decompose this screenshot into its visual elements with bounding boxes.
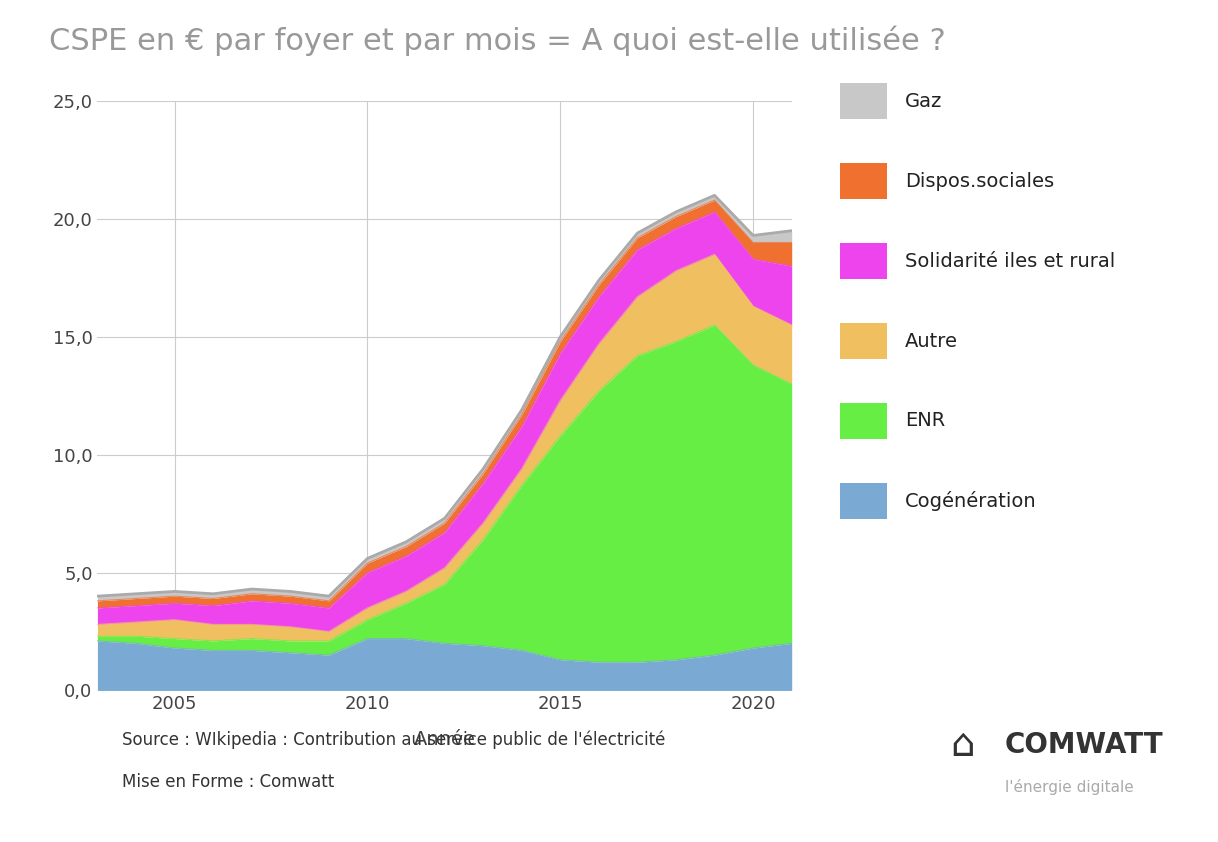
Text: l'énergie digitale: l'énergie digitale [1005, 779, 1134, 796]
Text: Source : WIkipedia : Contribution au service public de l'électricité: Source : WIkipedia : Contribution au ser… [122, 731, 665, 749]
Text: Dispos.sociales: Dispos.sociales [905, 172, 1054, 190]
Text: Cogénération: Cogénération [905, 491, 1037, 511]
Text: COMWATT: COMWATT [1005, 731, 1163, 759]
Text: Autre: Autre [905, 332, 959, 350]
Text: CSPE en € par foyer et par mois = A quoi est-elle utilisée ?: CSPE en € par foyer et par mois = A quoi… [49, 25, 945, 56]
X-axis label: Année: Année [414, 730, 475, 749]
Text: ⌂: ⌂ [950, 726, 974, 765]
Text: Mise en Forme : Comwatt: Mise en Forme : Comwatt [122, 773, 334, 791]
Text: Gaz: Gaz [905, 92, 943, 110]
Text: ENR: ENR [905, 412, 945, 430]
Text: Solidarité iles et rural: Solidarité iles et rural [905, 252, 1116, 270]
